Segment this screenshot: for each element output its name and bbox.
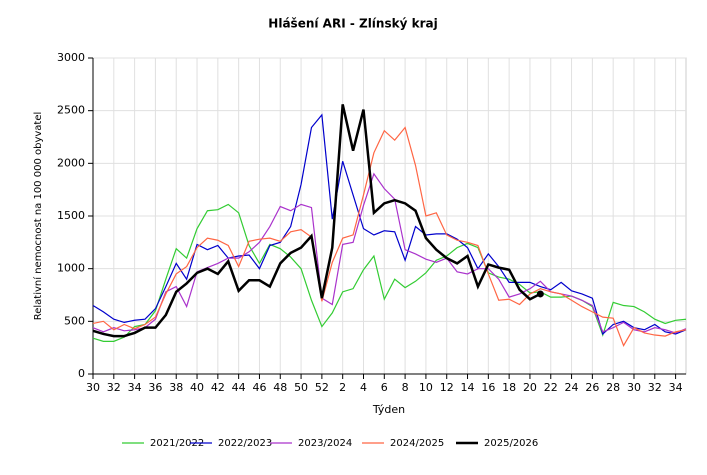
end-marker xyxy=(536,290,544,298)
y-tick-label: 0 xyxy=(78,367,85,380)
legend-label: 2023/2024 xyxy=(298,438,352,449)
x-tick-label: 8 xyxy=(402,381,409,394)
x-tick-label: 22 xyxy=(544,381,558,394)
x-tick-label: 38 xyxy=(169,381,183,394)
x-tick-label: 40 xyxy=(190,381,204,394)
x-tick-label: 4 xyxy=(360,381,367,394)
legend-label: 2024/2025 xyxy=(390,438,444,449)
x-tick-label: 42 xyxy=(211,381,225,394)
y-tick-label: 3000 xyxy=(57,51,85,64)
x-tick-label: 26 xyxy=(585,381,599,394)
y-tick-label: 500 xyxy=(64,314,85,327)
x-tick-label: 34 xyxy=(128,381,142,394)
x-tick-label: 24 xyxy=(565,381,579,394)
series-line xyxy=(92,113,687,336)
x-tick-label: 28 xyxy=(606,381,620,394)
x-tick-label: 6 xyxy=(381,381,388,394)
series-line xyxy=(92,172,687,334)
x-tick-label: 34 xyxy=(669,381,683,394)
x-tick-label: 2 xyxy=(339,381,346,394)
x-tick-label: 18 xyxy=(502,381,516,394)
y-tick-label: 2000 xyxy=(57,156,85,169)
x-tick-label: 36 xyxy=(148,381,162,394)
y-tick-label: 1500 xyxy=(57,209,85,222)
x-tick-label: 44 xyxy=(232,381,246,394)
series-line xyxy=(92,126,687,347)
x-axis-label: Týden xyxy=(372,403,405,416)
y-tick-label: 1000 xyxy=(57,262,85,275)
x-tick-label: 32 xyxy=(648,381,662,394)
series-line xyxy=(92,104,541,338)
legend-label: 2022/2023 xyxy=(218,438,272,449)
x-tick-label: 14 xyxy=(461,381,475,394)
x-tick-label: 32 xyxy=(107,381,121,394)
y-tick-label: 2500 xyxy=(57,104,85,117)
x-tick-label: 12 xyxy=(440,381,454,394)
legend-label: 2025/2026 xyxy=(484,438,538,449)
legend-label: 2021/2022 xyxy=(150,438,204,449)
y-axis-label: Relativní nemocnost na 100 000 obyvatel xyxy=(32,112,44,321)
x-tick-label: 50 xyxy=(294,381,308,394)
x-tick-label: 48 xyxy=(273,381,287,394)
chart-title: Hlášení ARI - Zlínský kraj xyxy=(268,17,437,31)
x-tick-label: 16 xyxy=(481,381,495,394)
x-tick-label: 30 xyxy=(86,381,100,394)
x-tick-label: 20 xyxy=(523,381,537,394)
x-tick-label: 30 xyxy=(627,381,641,394)
x-tick-label: 10 xyxy=(419,381,433,394)
x-tick-label: 46 xyxy=(252,381,266,394)
x-tick-label: 52 xyxy=(315,381,329,394)
